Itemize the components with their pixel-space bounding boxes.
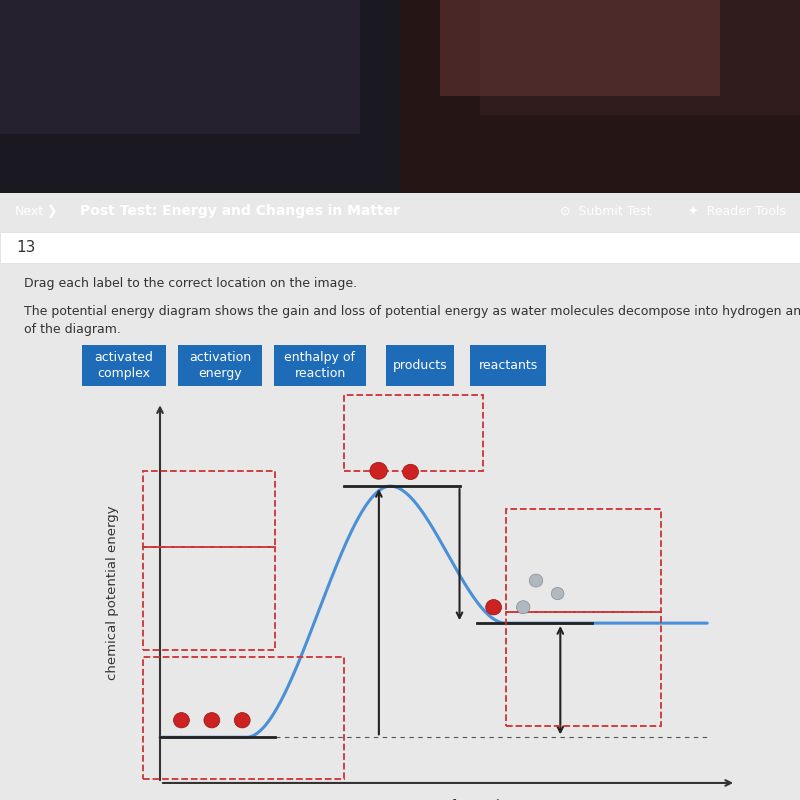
Ellipse shape — [204, 713, 220, 728]
Text: activation
energy: activation energy — [189, 351, 251, 380]
Text: enthalpy of
reaction: enthalpy of reaction — [285, 351, 355, 380]
Text: The potential energy diagram shows the gain and loss of potential energy as wate: The potential energy diagram shows the g… — [24, 305, 800, 318]
Bar — [0, 232, 800, 262]
Text: Post Test: Energy and Changes in Matter: Post Test: Energy and Changes in Matter — [80, 204, 400, 218]
Bar — [480, 0, 800, 115]
Text: reactants: reactants — [478, 359, 538, 372]
Text: ❯: ❯ — [46, 205, 57, 218]
FancyBboxPatch shape — [386, 345, 454, 386]
Ellipse shape — [551, 587, 564, 600]
Ellipse shape — [517, 601, 530, 614]
Text: 13: 13 — [16, 240, 35, 255]
Text: Next: Next — [14, 205, 43, 218]
Text: ✦  Reader Tools: ✦ Reader Tools — [688, 205, 786, 218]
Text: activated
complex: activated complex — [94, 351, 154, 380]
Text: of the diagram.: of the diagram. — [24, 323, 121, 336]
Ellipse shape — [234, 713, 250, 728]
Ellipse shape — [402, 464, 418, 479]
Text: progress of reaction: progress of reaction — [378, 798, 518, 800]
FancyBboxPatch shape — [82, 345, 166, 386]
Bar — [0, 0, 360, 134]
Bar — [440, 0, 720, 96]
Ellipse shape — [370, 462, 387, 479]
Text: chemical potential energy: chemical potential energy — [106, 506, 118, 680]
FancyBboxPatch shape — [178, 345, 262, 386]
Text: products: products — [393, 359, 447, 372]
Ellipse shape — [530, 574, 542, 587]
Ellipse shape — [174, 713, 190, 728]
FancyBboxPatch shape — [470, 345, 546, 386]
Text: Drag each label to the correct location on the image.: Drag each label to the correct location … — [24, 277, 357, 290]
FancyBboxPatch shape — [274, 345, 366, 386]
Text: ⊙  Submit Test: ⊙ Submit Test — [560, 205, 651, 218]
Ellipse shape — [486, 599, 502, 615]
